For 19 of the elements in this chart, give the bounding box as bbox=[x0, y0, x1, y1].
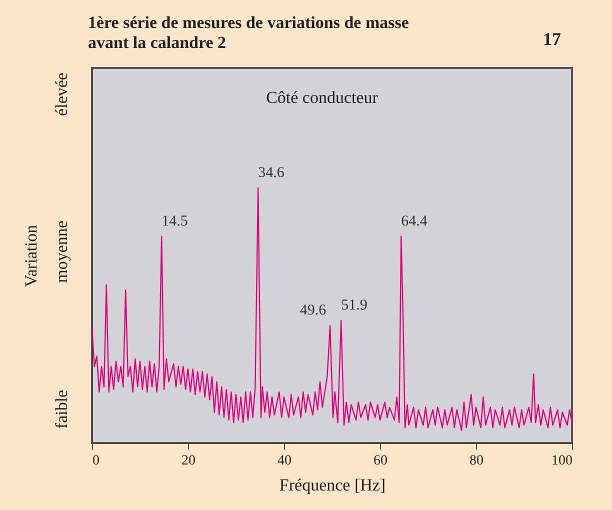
x-tick-label: 20 bbox=[182, 454, 196, 468]
x-tick-label: 100 bbox=[552, 454, 572, 468]
chart-title: 1ère série de mesures de variations de masse avant la calandre 2 bbox=[88, 13, 410, 52]
x-axis-title: Fréquence [Hz] bbox=[279, 476, 386, 494]
x-tick-label: 0 bbox=[92, 454, 100, 468]
annotation: 64.4 bbox=[401, 213, 428, 230]
x-tick-label: 60 bbox=[374, 454, 388, 468]
text: moyenne bbox=[52, 220, 71, 283]
text: 17 bbox=[543, 29, 561, 49]
x-tick-label: 80 bbox=[470, 454, 484, 468]
text: Côté conducteur bbox=[266, 88, 378, 107]
text: élevée bbox=[52, 72, 71, 116]
y-axis-title: Variation bbox=[22, 224, 40, 288]
annotation: 34.6 bbox=[258, 164, 285, 181]
annotation: 49.6 bbox=[300, 302, 327, 319]
x-tick-label: 40 bbox=[278, 454, 292, 468]
text: faible bbox=[52, 390, 71, 429]
annotation: 14.5 bbox=[162, 213, 188, 230]
annotation: 51.9 bbox=[341, 298, 368, 314]
